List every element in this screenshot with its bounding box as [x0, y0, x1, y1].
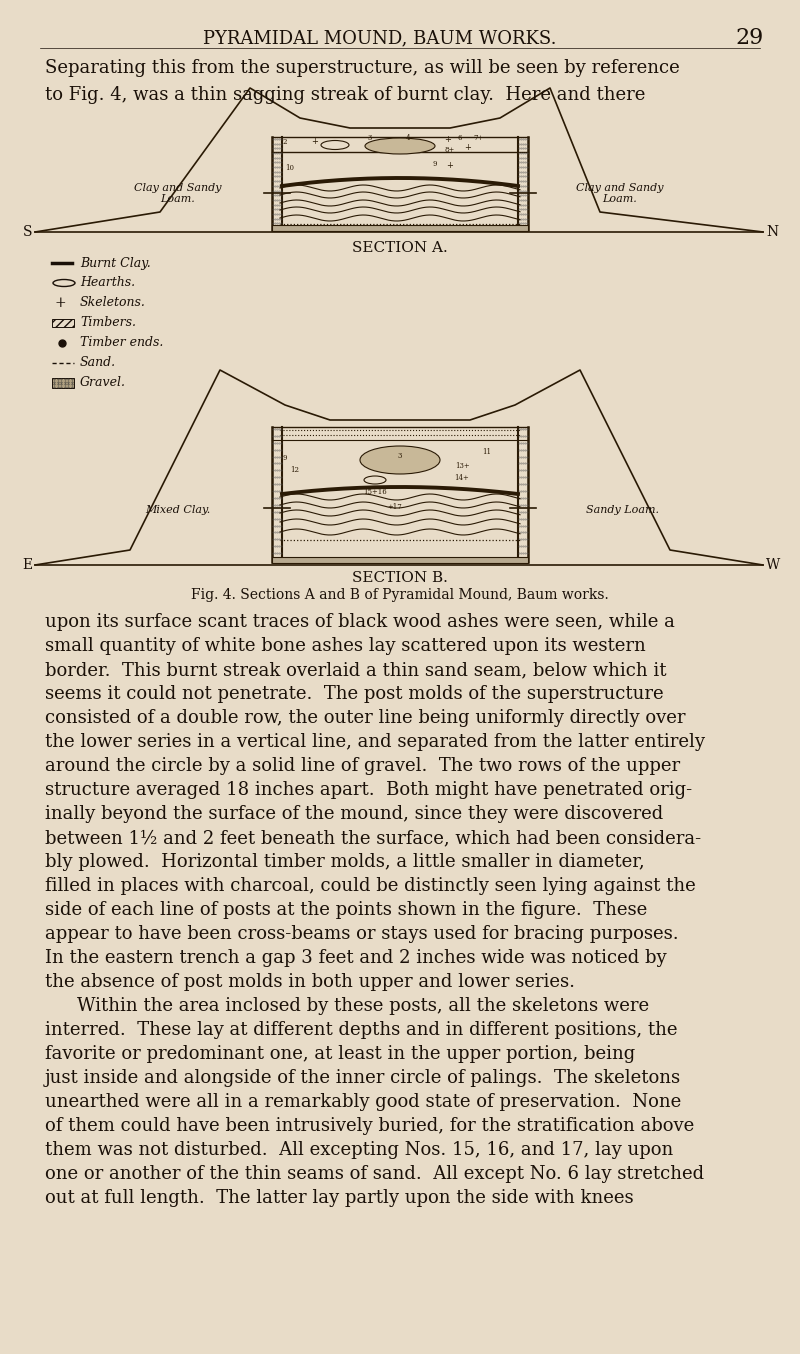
Text: interred.  These lay at different depths and in different positions, the: interred. These lay at different depths … — [45, 1021, 678, 1039]
Bar — [272, 556, 528, 563]
Text: 29: 29 — [736, 27, 764, 49]
Text: unearthed were all in a remarkably good state of preservation.  None: unearthed were all in a remarkably good … — [45, 1093, 682, 1112]
Text: seems it could not penetrate.  The post molds of the superstructure: seems it could not penetrate. The post m… — [45, 685, 664, 703]
Text: +: + — [311, 137, 318, 145]
Bar — [52, 378, 74, 389]
Text: SECTION B.: SECTION B. — [352, 571, 448, 585]
Text: out at full length.  The latter lay partly upon the side with knees: out at full length. The latter lay partl… — [45, 1189, 634, 1206]
Ellipse shape — [365, 138, 435, 154]
Text: Sand.: Sand. — [80, 356, 116, 370]
Ellipse shape — [360, 445, 440, 474]
Text: 9: 9 — [433, 160, 438, 168]
Text: W: W — [766, 558, 780, 571]
Text: inally beyond the surface of the mound, since they were discovered: inally beyond the surface of the mound, … — [45, 806, 663, 823]
Text: S: S — [22, 225, 32, 240]
Text: 8+: 8+ — [445, 146, 455, 154]
Text: side of each line of posts at the points shown in the figure.  These: side of each line of posts at the points… — [45, 900, 647, 919]
Text: filled in places with charcoal, could be distinctly seen lying against the: filled in places with charcoal, could be… — [45, 877, 696, 895]
Text: just inside and alongside of the inner circle of palings.  The skeletons: just inside and alongside of the inner c… — [45, 1070, 681, 1087]
Text: 14+: 14+ — [454, 474, 470, 482]
Bar — [52, 320, 74, 328]
Text: 6: 6 — [458, 134, 462, 142]
Text: Mixed Clay.: Mixed Clay. — [146, 505, 210, 515]
Text: small quantity of white bone ashes lay scattered upon its western: small quantity of white bone ashes lay s… — [45, 636, 646, 655]
Text: Loam.: Loam. — [161, 194, 195, 204]
Text: Timbers.: Timbers. — [80, 317, 136, 329]
Text: appear to have been cross-beams or stays used for bracing purposes.: appear to have been cross-beams or stays… — [45, 925, 678, 942]
Text: the lower series in a vertical line, and separated from the latter entirely: the lower series in a vertical line, and… — [45, 733, 705, 751]
Text: +: + — [445, 135, 451, 145]
Text: bly plowed.  Horizontal timber molds, a little smaller in diameter,: bly plowed. Horizontal timber molds, a l… — [45, 853, 645, 871]
Text: 11: 11 — [482, 448, 491, 456]
Text: 12: 12 — [290, 466, 299, 474]
Text: of them could have been intrusively buried, for the stratification above: of them could have been intrusively buri… — [45, 1117, 694, 1135]
Text: 15+16: 15+16 — [363, 487, 387, 496]
Text: +: + — [54, 297, 66, 310]
Text: around the circle by a solid line of gravel.  The two rows of the upper: around the circle by a solid line of gra… — [45, 757, 680, 774]
Text: favorite or predominant one, at least in the upper portion, being: favorite or predominant one, at least in… — [45, 1045, 635, 1063]
Text: 4: 4 — [406, 134, 410, 142]
Text: between 1½ and 2 feet beneath the surface, which had been considera­: between 1½ and 2 feet beneath the surfac… — [45, 829, 701, 848]
Text: Skeletons.: Skeletons. — [80, 297, 146, 310]
Text: PYRAMIDAL MOUND, BAUM WORKS.: PYRAMIDAL MOUND, BAUM WORKS. — [203, 28, 557, 47]
Text: consisted of a double row, the outer line being uniformly directly over: consisted of a double row, the outer lin… — [45, 709, 686, 727]
Text: Sandy Loam.: Sandy Loam. — [586, 505, 658, 515]
Text: Burnt Clay.: Burnt Clay. — [80, 256, 150, 269]
Text: In the eastern trench a gap 3 feet and 2 inches wide was noticed by: In the eastern trench a gap 3 feet and 2… — [45, 949, 666, 967]
Text: 7+: 7+ — [473, 134, 483, 142]
Text: 13+: 13+ — [454, 462, 470, 470]
Text: upon its surface scant traces of black wood ashes were seen, while a: upon its surface scant traces of black w… — [45, 613, 675, 631]
Text: 3: 3 — [398, 452, 402, 460]
Text: border.  This burnt streak overlaid a thin sand seam, below which it: border. This burnt streak overlaid a thi… — [45, 661, 666, 678]
Text: structure averaged 18 inches apart.  Both might have penetrated orig­: structure averaged 18 inches apart. Both… — [45, 781, 692, 799]
Text: Clay and Sandy: Clay and Sandy — [576, 183, 664, 194]
Text: Hearths.: Hearths. — [80, 276, 135, 290]
Text: Within the area inclosed by these posts, all the skeletons were: Within the area inclosed by these posts,… — [77, 997, 649, 1016]
Text: Fig. 4. Sections A and B of Pyramidal Mound, Baum works.: Fig. 4. Sections A and B of Pyramidal Mo… — [191, 588, 609, 603]
Text: to Fig. 4, was a thin sagging streak of burnt clay.  Here and there: to Fig. 4, was a thin sagging streak of … — [45, 87, 646, 104]
Text: Clay and Sandy: Clay and Sandy — [134, 183, 222, 194]
Text: them was not disturbed.  All excepting Nos. 15, 16, and 17, lay upon: them was not disturbed. All excepting No… — [45, 1141, 674, 1159]
Text: 2: 2 — [282, 138, 287, 146]
Text: Timber ends.: Timber ends. — [80, 337, 163, 349]
Text: +: + — [465, 144, 471, 153]
Text: +17: +17 — [388, 502, 402, 510]
Text: +: + — [446, 161, 454, 169]
Text: Loam.: Loam. — [602, 194, 638, 204]
Text: 10: 10 — [286, 164, 294, 172]
Text: the absence of post molds in both upper and lower series.: the absence of post molds in both upper … — [45, 974, 575, 991]
Text: Separating this from the superstructure, as will be seen by reference: Separating this from the superstructure,… — [45, 60, 680, 77]
Text: N: N — [766, 225, 778, 240]
Text: one or another of the thin seams of sand.  All except No. 6 lay stretched: one or another of the thin seams of sand… — [45, 1164, 704, 1183]
Text: E: E — [22, 558, 32, 571]
Bar — [272, 225, 528, 232]
Text: SECTION A.: SECTION A. — [352, 241, 448, 255]
Text: 9: 9 — [282, 454, 287, 462]
Text: Gravel.: Gravel. — [80, 376, 126, 390]
Text: 3: 3 — [368, 134, 372, 142]
